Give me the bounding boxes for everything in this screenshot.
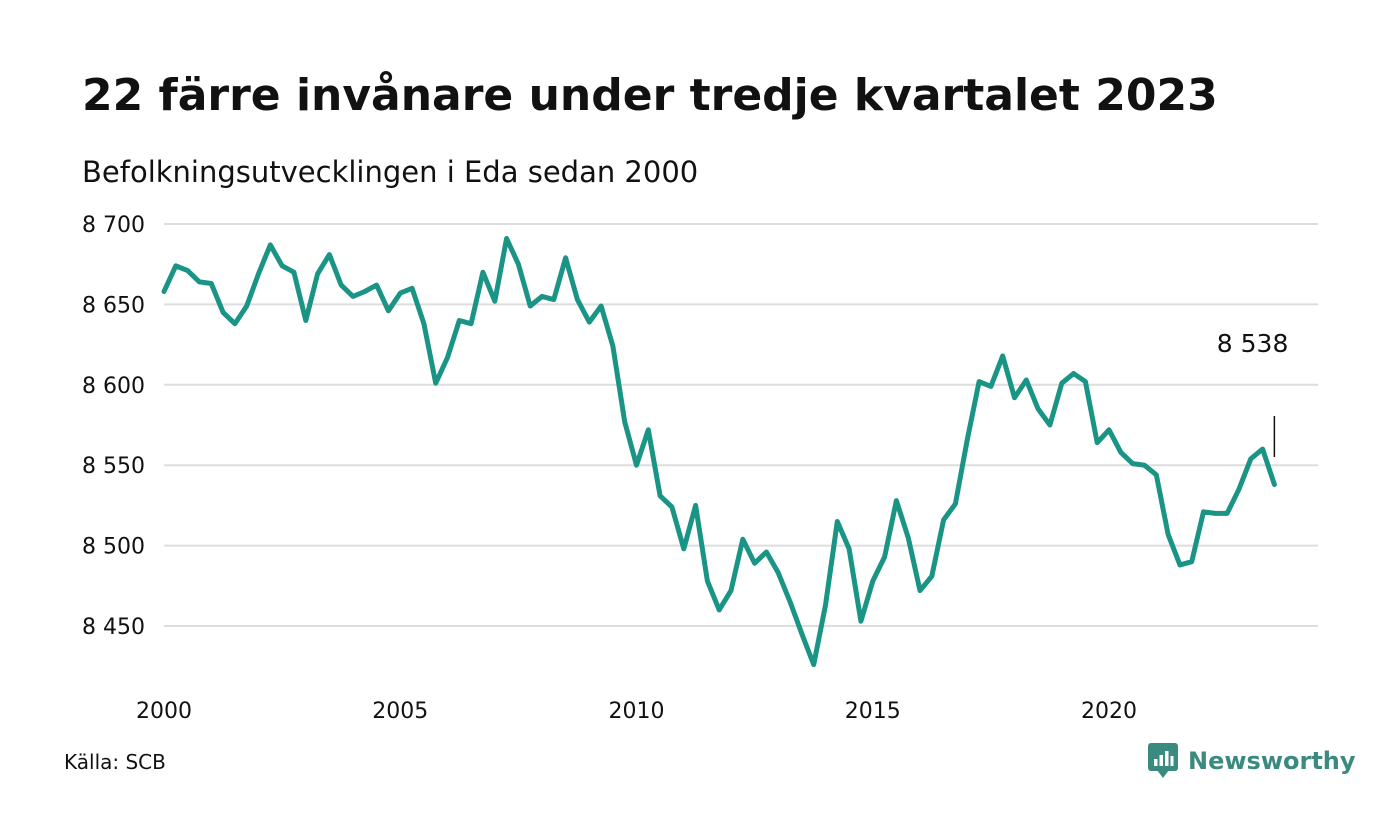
- bar-chart-logo-icon: [1148, 743, 1178, 778]
- x-tick-label: 2015: [845, 699, 901, 724]
- x-tick-label: 2010: [609, 699, 665, 724]
- brand-name: Newsworthy: [1188, 747, 1356, 775]
- x-tick-label: 2020: [1081, 699, 1137, 724]
- y-tick-label: 8 600: [82, 374, 145, 399]
- chart-title: 22 färre invånare under tredje kvartalet…: [82, 70, 1218, 121]
- y-tick-label: 8 700: [82, 213, 145, 238]
- annotation-layer: 8 538: [1217, 329, 1289, 457]
- series-layer: [161, 236, 1277, 668]
- source-note: Källa: SCB: [64, 750, 166, 774]
- y-axis-tick-labels: 8 450 8 500 8 550 8 600 8 650 8 700: [82, 213, 145, 640]
- y-tick-label: 8 650: [82, 293, 145, 318]
- y-tick-label: 8 500: [82, 535, 145, 560]
- chart-subtitle: Befolkningsutvecklingen i Eda sedan 2000: [82, 155, 699, 189]
- x-axis-tick-labels: 2000 2005 2010 2015 2020: [136, 699, 1137, 724]
- x-tick-label: 2005: [372, 699, 428, 724]
- series-line: [161, 236, 1277, 668]
- y-tick-label: 8 550: [82, 454, 145, 479]
- brand-logo: Newsworthy: [1148, 743, 1356, 779]
- grid-lines: [164, 223, 1318, 627]
- x-tick-label: 2000: [136, 699, 192, 724]
- last-value-label: 8 538: [1217, 329, 1289, 358]
- y-tick-label: 8 450: [82, 615, 145, 640]
